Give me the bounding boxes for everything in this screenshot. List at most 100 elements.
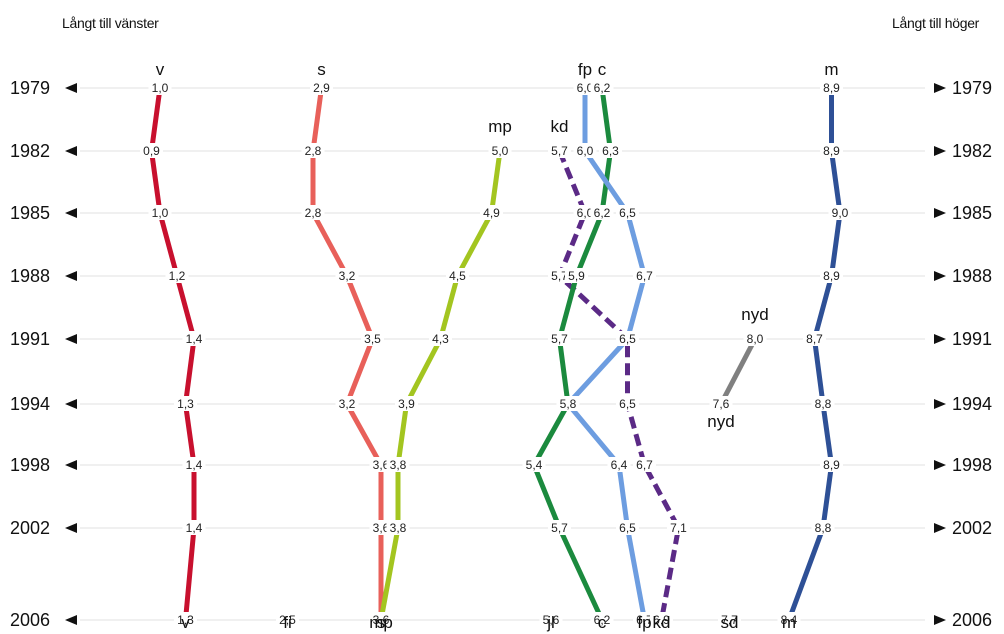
arrow-left-icon [65,146,77,156]
year-label-left-1991: 1991 [10,329,50,349]
value-label-bg [650,612,673,627]
value-label-bg [361,331,384,346]
value-label-bg [820,268,843,283]
year-label-left-1994: 1994 [10,394,50,414]
value-label: 4,5 [449,269,466,283]
value-label-bg [386,520,410,535]
value-label: 8,8 [815,397,832,411]
year-label-right-1991: 1991 [952,329,992,349]
value-label-bg [803,331,826,346]
value-label: 9,0 [832,206,849,220]
arrow-left-icon [65,271,77,281]
year-label-left-1998: 1998 [10,455,50,475]
value-label: 7,6 [713,397,730,411]
party-label-nyd: nyd [741,305,768,324]
value-label-bg [182,457,206,472]
value-label: 5,6 [543,613,560,627]
value-label: 5,7 [551,269,568,283]
value-label-bg [276,612,299,627]
value-label-bg [590,205,614,220]
value-label-bg [616,520,639,535]
value-label-bg [395,396,418,411]
value-label-bg [820,143,843,158]
value-label: 8,9 [823,144,840,158]
year-label-right-1998: 1998 [952,455,992,475]
value-label-bg [633,457,656,472]
party-label-fp: fp [578,60,592,79]
party-label-s: s [317,60,326,79]
value-label-bg [301,205,325,220]
value-label: 1,2 [169,269,186,283]
value-label-bg [335,268,359,283]
value-label: 8,0 [747,332,764,346]
party-label-fi: fi [283,613,292,632]
value-label: 6,4 [611,458,628,472]
value-label: 6,0 [577,81,594,95]
year-label-right-2006: 2006 [952,610,992,630]
value-label: 2,5 [279,613,296,627]
value-label-bg [573,143,597,158]
value-label: 5,4 [526,458,543,472]
series-lines [149,87,843,622]
value-label: 5,7 [551,144,568,158]
value-label: 6,2 [594,613,611,627]
value-label-bg [820,80,843,95]
value-label: 6,5 [619,332,636,346]
party-label-c: c [598,613,607,632]
year-label-right-1988: 1988 [952,266,992,286]
value-label: 1,0 [152,81,169,95]
series-line-nyd [718,337,758,406]
value-label-bg [165,268,189,283]
arrow-right-icon [934,460,946,470]
year-label-left-1979: 1979 [10,78,50,98]
party-label-sd: sd [721,613,739,632]
value-label: 1,4 [186,332,203,346]
year-label-left-1988: 1988 [10,266,50,286]
arrow-left-icon [65,460,77,470]
value-label-bg [386,457,410,472]
value-label: 6,2 [594,206,611,220]
value-label-bg [811,396,835,411]
value-label-bg [709,396,733,411]
value-label: 4,3 [432,332,449,346]
year-label-right-1985: 1985 [952,203,992,223]
arrow-left-icon [65,399,77,409]
value-label-bg [310,80,333,95]
value-label: 3,2 [339,397,356,411]
value-label: 7,7 [721,613,738,627]
value-label: 1,4 [186,458,203,472]
arrow-right-icon [934,146,946,156]
value-label-bg [369,612,393,627]
value-label-bg [548,331,571,346]
value-label: 5,7 [551,521,568,535]
party-label-kd: kd [551,117,569,136]
value-label-bg [480,205,503,220]
arrow-right-icon [934,615,946,625]
value-label-bg [616,331,639,346]
value-label-bg [607,457,631,472]
year-label-left-1982: 1982 [10,141,50,161]
arrow-right-icon [934,208,946,218]
year-label-right-1994: 1994 [952,394,992,414]
value-label: 3,6 [373,613,390,627]
value-label-bg [565,268,588,283]
value-label: 3,8 [390,521,407,535]
value-label: 3,5 [364,332,381,346]
value-label-bg [335,396,359,411]
party-label-nyd: nyd [707,412,734,431]
series-line-v [149,87,197,621]
value-label-bg [301,143,325,158]
arrow-right-icon [934,523,946,533]
value-label: 8,9 [823,81,840,95]
value-label-bg [743,331,767,346]
value-label: 6,7 [636,269,653,283]
value-label-bg [667,520,690,535]
value-label: 5,0 [492,144,509,158]
value-label: 5,7 [551,332,568,346]
series-line-mp [378,150,503,621]
arrow-right-icon [934,271,946,281]
year-label-right-1982: 1982 [952,141,992,161]
value-label: 3,6 [373,521,390,535]
value-label: 3,6 [373,458,390,472]
